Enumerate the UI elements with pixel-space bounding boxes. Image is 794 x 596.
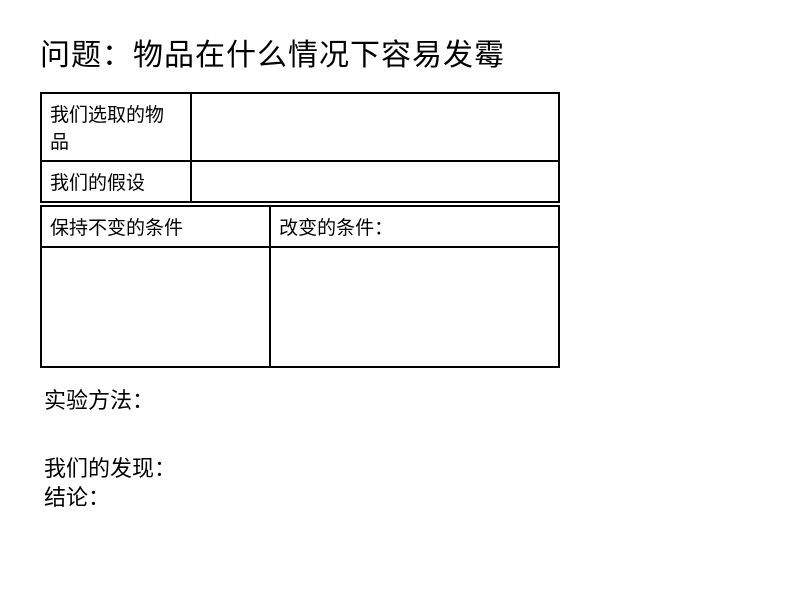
conditions-table: 保持不变的条件 改变的条件： bbox=[40, 205, 560, 368]
findings-label: 我们的发现： bbox=[44, 456, 756, 482]
info-table: 我们选取的物品 我们的假设 bbox=[40, 92, 560, 203]
selected-item-label: 我们选取的物品 bbox=[41, 93, 191, 161]
constant-conditions-header: 保持不变的条件 bbox=[41, 206, 270, 247]
table-row: 我们选取的物品 bbox=[41, 93, 559, 161]
spacer bbox=[38, 414, 756, 436]
changed-conditions-body bbox=[270, 247, 559, 367]
table-row: 我们的假设 bbox=[41, 161, 559, 202]
selected-item-value bbox=[191, 93, 559, 161]
method-label: 实验方法： bbox=[44, 388, 756, 414]
worksheet-page: 问题：物品在什么情况下容易发霉 我们选取的物品 我们的假设 保持不变的条件 改变… bbox=[0, 0, 794, 596]
hypothesis-value bbox=[191, 161, 559, 202]
table-row bbox=[41, 247, 559, 367]
table-row: 保持不变的条件 改变的条件： bbox=[41, 206, 559, 247]
constant-conditions-body bbox=[41, 247, 270, 367]
conclusion-label: 结论： bbox=[44, 485, 756, 511]
changed-conditions-header: 改变的条件： bbox=[270, 206, 559, 247]
hypothesis-label: 我们的假设 bbox=[41, 161, 191, 202]
page-title: 问题：物品在什么情况下容易发霉 bbox=[40, 30, 756, 74]
